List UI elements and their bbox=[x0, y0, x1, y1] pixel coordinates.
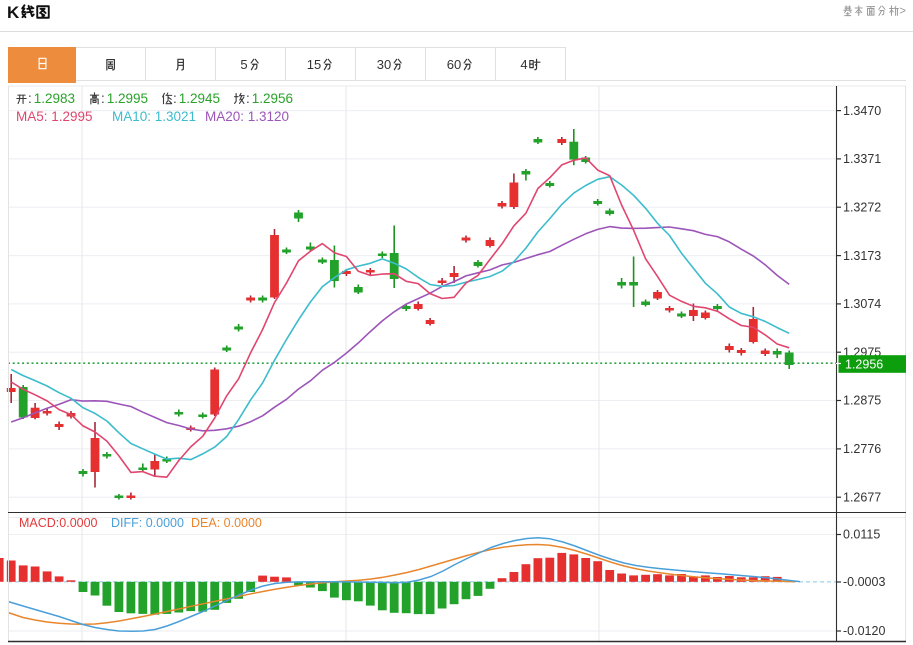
svg-text:1.2776: 1.2776 bbox=[843, 442, 881, 456]
svg-text:1.3272: 1.3272 bbox=[843, 200, 881, 214]
svg-text:1.2875: 1.2875 bbox=[843, 394, 881, 408]
svg-text:1.3074: 1.3074 bbox=[843, 297, 881, 311]
svg-text:1.3470: 1.3470 bbox=[843, 104, 881, 118]
svg-text:1.3173: 1.3173 bbox=[843, 249, 881, 263]
svg-text:1.2677: 1.2677 bbox=[843, 490, 881, 504]
svg-text:1.2956: 1.2956 bbox=[845, 357, 883, 371]
svg-text:1.3371: 1.3371 bbox=[843, 152, 881, 166]
svg-text:0.0115: 0.0115 bbox=[843, 528, 880, 542]
svg-text:-0.0120: -0.0120 bbox=[843, 624, 885, 638]
svg-text:-0.0003: -0.0003 bbox=[843, 575, 885, 589]
